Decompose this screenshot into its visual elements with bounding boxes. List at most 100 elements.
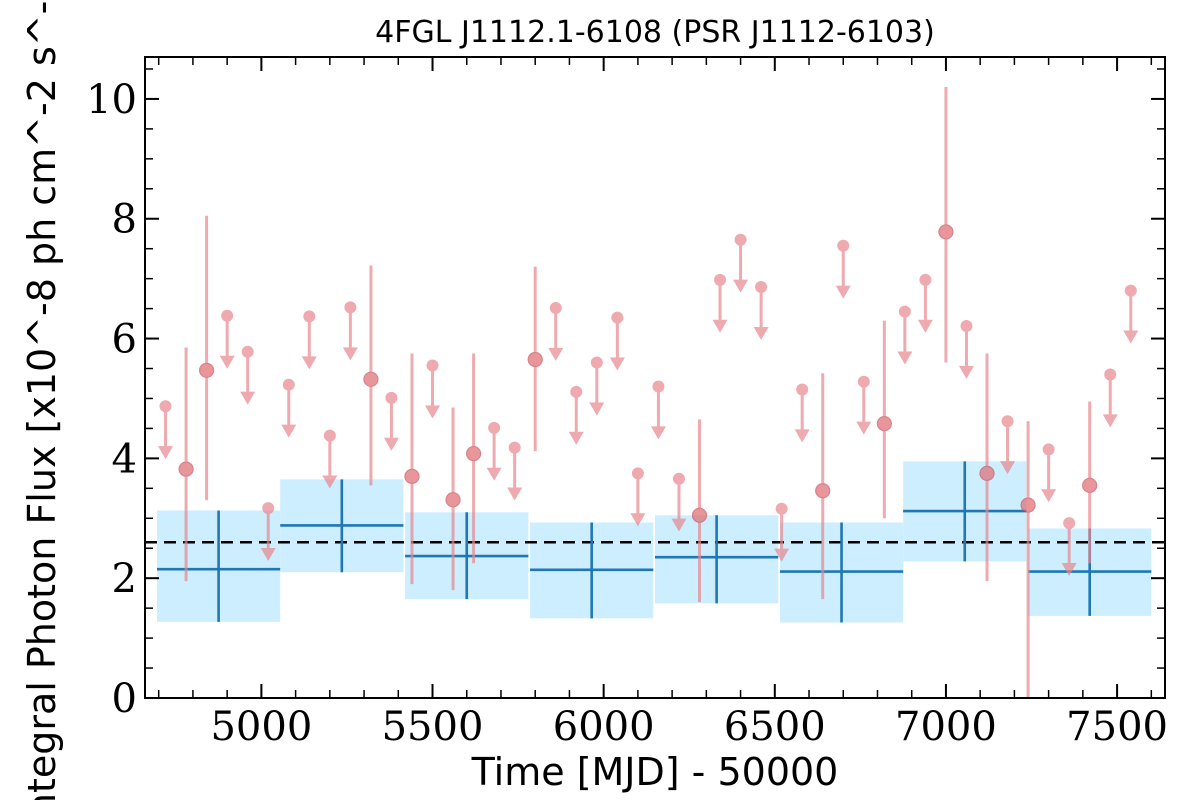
upper-limit-34 [856,375,872,435]
upper-limit-marker [1042,443,1055,456]
upper-limit-25 [671,472,687,532]
x-tick-label: 7500 [1066,704,1168,750]
x-axis-label: Time [MJD] - 50000 [471,750,839,794]
y-tick-label: 4 [112,436,137,482]
upper-limit-arrowhead [548,347,564,361]
upper-limit-marker [775,502,788,515]
upper-limit-arrowhead [630,513,646,527]
detection-2 [199,215,215,501]
upper-limit-marker [344,301,357,314]
detection-marker [445,492,461,508]
long-bin-point-1 [280,479,404,573]
upper-limit-9 [342,301,358,361]
upper-limit-arrowhead [1000,461,1016,475]
long-bin-point-2 [405,512,529,600]
upper-limit-arrowhead [507,487,523,501]
upper-limit-marker [837,239,850,252]
upper-limit-marker [796,383,809,396]
upper-limit-8 [322,429,338,489]
detection-40 [979,353,995,582]
upper-limit-arrowhead [1123,330,1139,344]
detection-42 [1020,421,1036,698]
detection-18 [527,266,543,452]
upper-limit-arrowhead [240,391,256,405]
upper-limit-marker [734,233,747,246]
detection-marker [178,461,194,477]
upper-limit-marker [960,319,973,332]
upper-limit-11 [383,391,399,451]
upper-limit-marker [919,273,932,286]
upper-limit-7 [301,310,317,370]
upper-limit-arrowhead [342,347,358,361]
x-tick-label: 5000 [210,704,312,750]
detection-marker [404,468,420,484]
upper-limit-arrowhead [897,351,913,365]
upper-limit-16 [486,421,502,481]
detection-26 [691,419,708,603]
long-bin-crosses [156,461,1152,623]
upper-limit-marker [898,305,911,318]
upper-limit-arrowhead [671,518,687,532]
detection-marker [815,483,831,499]
detection-marker [363,371,379,387]
upper-limit-6 [281,378,297,438]
upper-limit-arrowhead [219,355,235,369]
detection-38 [938,86,954,363]
y-tick-label: 2 [112,556,137,602]
upper-limit-arrowhead [712,319,728,333]
upper-limit-marker [1124,284,1137,297]
y-tick-label: 10 [86,77,137,123]
upper-limit-arrowhead [609,357,625,371]
upper-limit-24 [650,380,666,440]
upper-limit-arrowhead [1102,414,1118,428]
upper-limit-marker [303,310,316,323]
upper-limit-arrowhead [568,431,584,445]
upper-limit-arrowhead [753,326,769,340]
chart-title: 4FGL J1112.1-6108 (PSR J1112-6103) [375,15,935,50]
upper-limit-arrowhead [958,365,974,379]
upper-limit-arrowhead [1041,489,1057,503]
upper-limit-arrowhead [322,475,338,489]
upper-limit-arrowhead [260,548,276,562]
upper-limit-marker [262,502,275,515]
detection-45 [1082,401,1098,564]
upper-limit-arrowhead [774,548,790,562]
upper-limit-29 [753,281,769,340]
detection-marker [979,465,995,481]
upper-limit-arrowhead [794,429,810,443]
detection-15 [465,353,482,564]
detection-marker [691,507,708,523]
upper-limit-27 [712,273,728,333]
detection-marker [199,362,215,378]
upper-limit-marker [714,273,727,286]
upper-limit-marker [1063,517,1076,530]
upper-limit-marker [611,311,624,324]
upper-limit-28 [733,233,749,293]
upper-limit-marker [672,472,685,485]
detection-marker [465,445,482,462]
detection-14 [445,407,461,591]
short-bin-points [158,86,1139,698]
upper-limit-arrowhead [486,467,502,481]
y-axis-label: Integral Photon Flux [x10^-8 ph cm^-2 s^… [20,0,64,800]
upper-limit-marker [426,359,439,372]
y-tick-label: 0 [112,676,137,722]
upper-limit-39 [958,319,974,379]
upper-limit-36 [897,305,913,365]
detection-marker [527,351,543,368]
upper-limit-44 [1061,517,1077,576]
upper-limit-20 [568,385,584,445]
upper-limit-marker [1104,368,1117,381]
detection-marker [876,416,892,432]
detection-35 [876,320,892,519]
upper-limit-marker [282,378,295,391]
long-bin-point-5 [779,522,904,623]
upper-limit-0 [158,400,174,460]
upper-limit-marker [631,467,644,480]
detection-marker [938,224,954,240]
upper-limit-arrowhead [1061,562,1077,576]
upper-limit-marker [488,421,501,434]
upper-limit-arrowhead [425,405,441,419]
x-tick-label: 5500 [382,704,484,750]
